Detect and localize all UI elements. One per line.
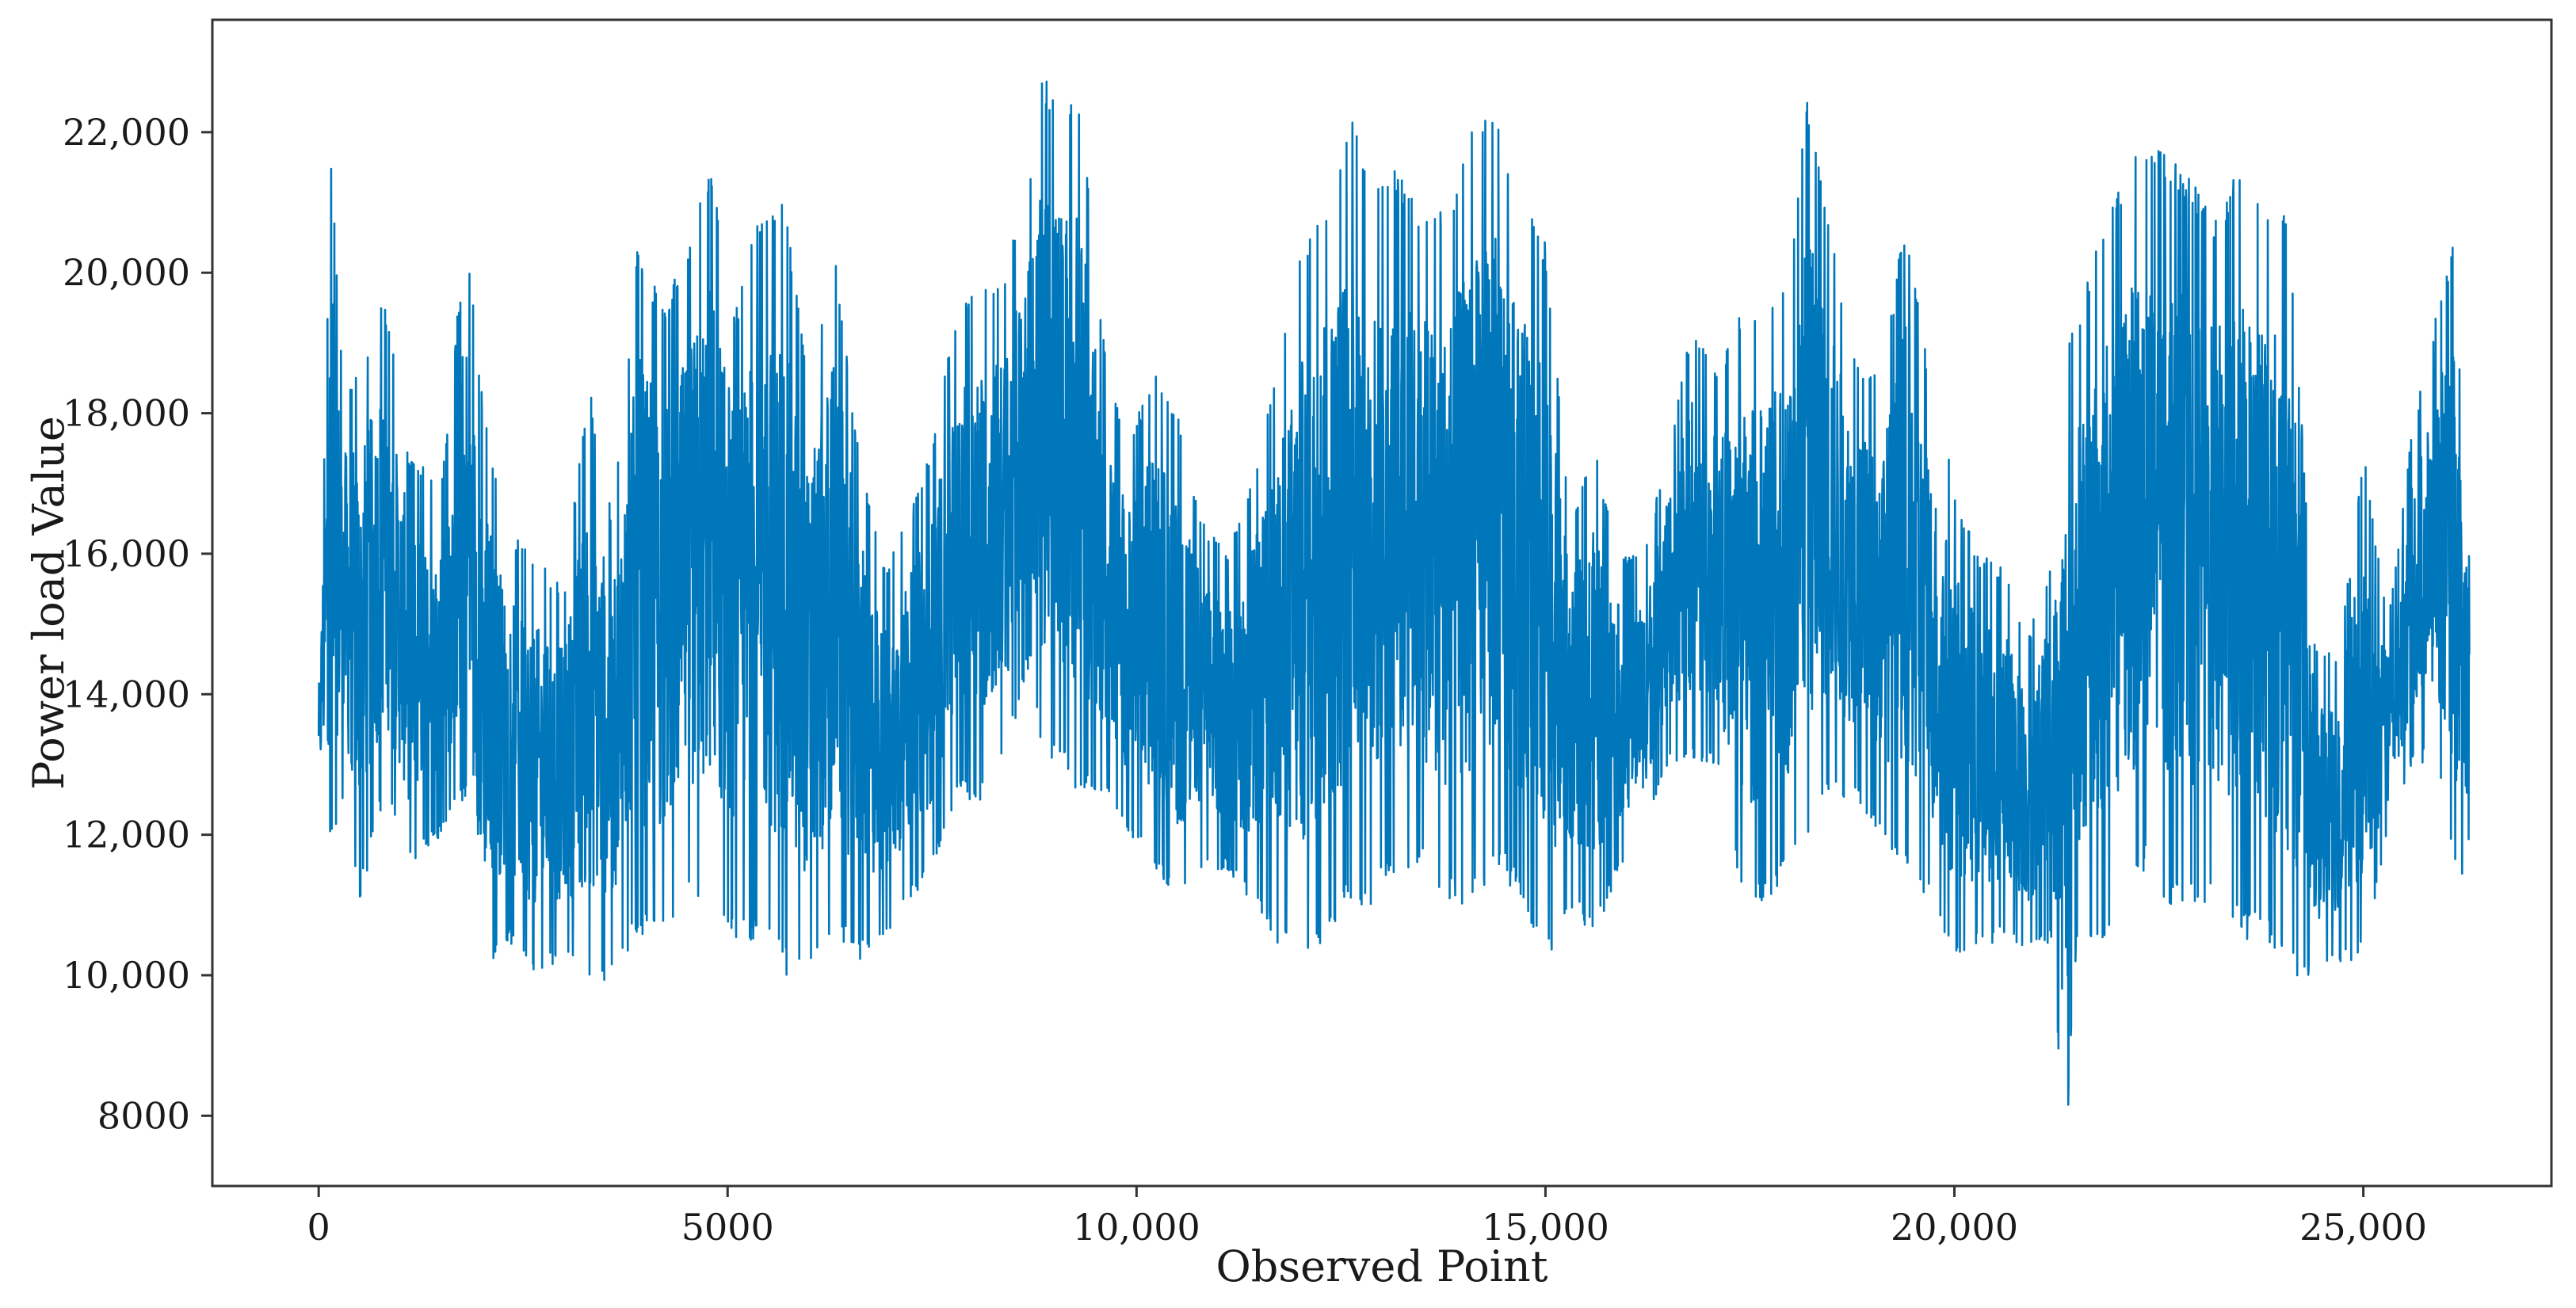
y-tick-label: 12,000	[63, 814, 190, 856]
plot-area	[317, 80, 2471, 1106]
x-axis: 0 5000 10,000 15,000 20,000 25,000	[307, 1186, 2427, 1249]
y-tick-label: 20,000	[63, 251, 190, 294]
y-tick-label: 10,000	[63, 954, 190, 997]
x-tick-label: 25,000	[2299, 1206, 2427, 1249]
y-tick-label: 8000	[97, 1094, 190, 1137]
plot-frame	[211, 18, 2553, 1188]
x-tick-label: 20,000	[1891, 1206, 2018, 1249]
x-tick-label: 0	[307, 1206, 330, 1249]
y-tick-label: 22,000	[63, 111, 190, 154]
y-tick-label: 18,000	[63, 392, 190, 435]
y-axis: 8000 10,000 12,000 14,000 16,000 18,000 20,000…	[63, 111, 212, 1137]
x-tick-label: 5000	[681, 1206, 774, 1249]
y-tick-label: 14,000	[63, 673, 190, 715]
x-tick-label: 10,000	[1073, 1206, 1200, 1249]
y-tick-label: 16,000	[63, 532, 190, 575]
power-load-series-line	[317, 80, 2471, 1106]
y-axis-title: Power load Value	[24, 416, 74, 790]
x-tick-label: 15,000	[1482, 1206, 1609, 1249]
x-axis-title: Observed Point	[1216, 1241, 1548, 1291]
